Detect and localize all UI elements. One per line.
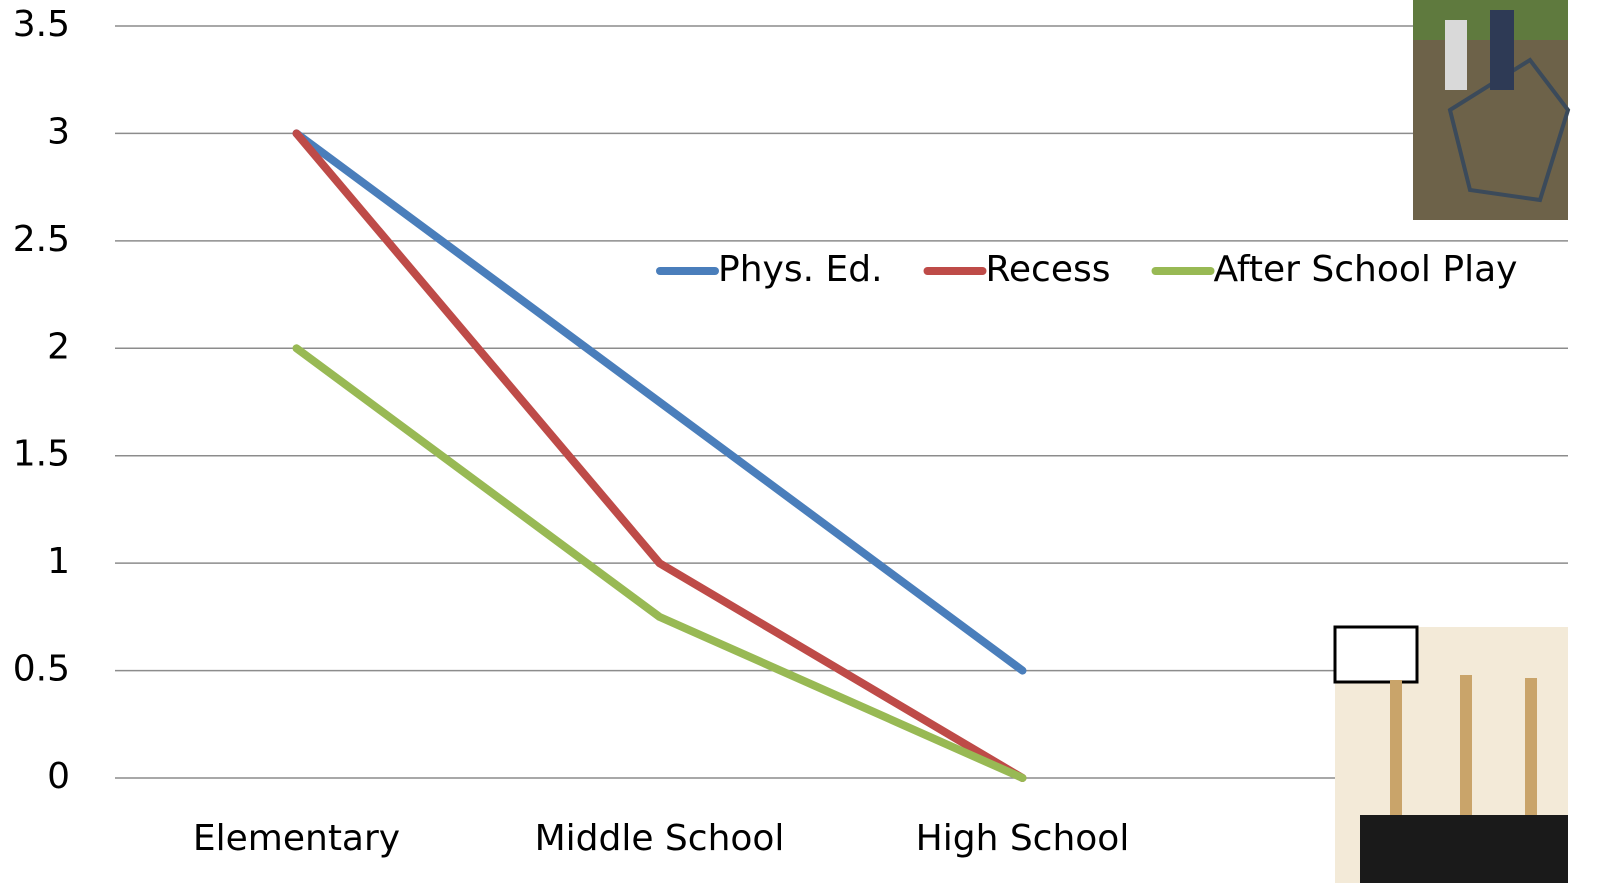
y-tick-label: 3.5	[13, 4, 70, 45]
y-tick-label: 2	[47, 326, 70, 367]
y-tick-label: 1	[47, 541, 70, 582]
x-tick-label: High School	[916, 818, 1130, 859]
y-tick-label: 3	[47, 111, 70, 152]
photo-child	[1490, 10, 1514, 90]
x-tick-label: Middle School	[535, 818, 785, 859]
y-tick-label: 1.5	[13, 434, 70, 475]
legend-label: Recess	[986, 249, 1111, 290]
photo-silhouettes	[1360, 815, 1568, 883]
legend-label: Phys. Ed.	[718, 249, 883, 290]
page: 0 0.5 1 1.5 2 2.5 3 3.5 Elementary Middle School H…	[0, 0, 1602, 883]
y-tick-label: 0	[47, 756, 70, 797]
y-tick-label: 2.5	[13, 219, 70, 260]
series-line	[297, 133, 1023, 670]
photo-child	[1445, 20, 1467, 90]
photo-gym	[1335, 627, 1568, 883]
y-tick-label: 0.5	[13, 649, 70, 690]
photo-playground	[1413, 0, 1568, 220]
legend-label: After School Play	[1214, 249, 1518, 290]
chart: 0 0.5 1 1.5 2 2.5 3 3.5 Elementary Middle School H…	[0, 0, 1602, 883]
photo-backboard	[1335, 627, 1417, 682]
x-tick-label: Elementary	[193, 818, 400, 859]
